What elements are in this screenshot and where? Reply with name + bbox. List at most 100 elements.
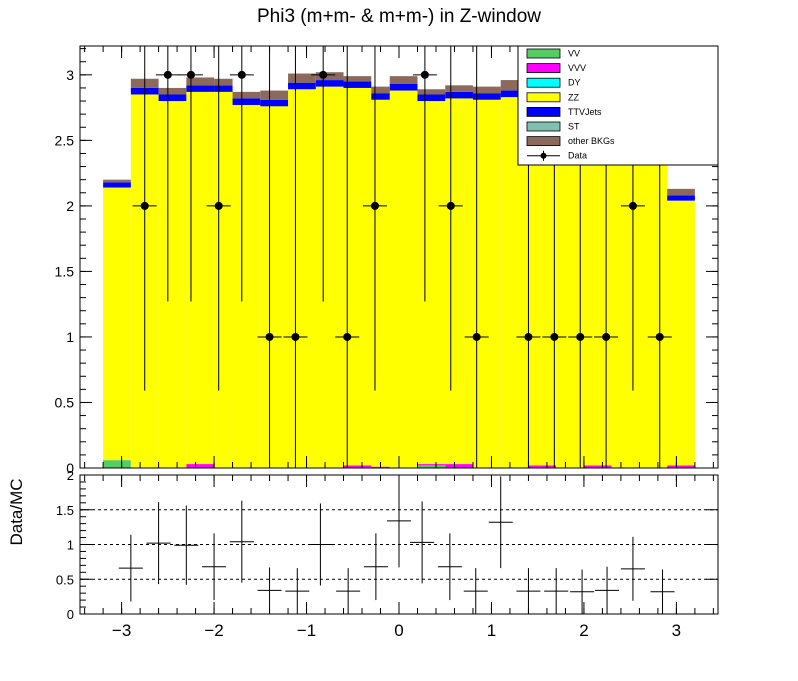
hist-bar-ttvjets — [103, 182, 131, 188]
hist-bar-vv — [103, 460, 131, 468]
legend-label: VVV — [568, 63, 586, 73]
hist-bar-other-bkgs — [315, 72, 344, 81]
ratio-y-tick-label: 1 — [67, 538, 74, 553]
y-tick-label: 2 — [66, 198, 74, 214]
data-point — [186, 70, 195, 79]
x-tick-label: −1 — [297, 621, 316, 640]
legend-label: other BKGs — [568, 136, 615, 146]
hist-bar-zz — [371, 99, 390, 467]
data-point — [343, 332, 352, 341]
legend-label: DY — [568, 78, 581, 88]
hist-bar-zz — [288, 89, 316, 468]
hist-bar-vv — [417, 465, 446, 468]
hist-bar-other-bkgs — [389, 76, 418, 85]
hist-bar-vvv — [667, 465, 695, 468]
data-point — [214, 201, 223, 210]
hist-bar-ttvjets — [472, 93, 501, 100]
legend-label: VV — [568, 49, 580, 59]
data-point — [655, 332, 664, 341]
ratio-y-tick-label: 0 — [67, 607, 74, 622]
hist-bar-ttvjets — [186, 85, 215, 92]
data-point — [140, 201, 149, 210]
hist-bar-zz — [667, 200, 695, 466]
y-tick-label: 3 — [66, 67, 74, 83]
hist-bar-zz — [260, 106, 289, 469]
x-tick-label: 2 — [579, 621, 588, 640]
hist-bar-ttvjets — [315, 80, 344, 87]
chart-title: Phi3 (m+m- & m+m-) in Z-window — [257, 6, 541, 27]
hist-bar-ttvjets — [445, 91, 473, 99]
hist-bar-zz — [343, 87, 372, 466]
y-tick-label: 2.5 — [55, 132, 75, 148]
data-point — [576, 332, 585, 341]
hist-bar-ttvjets — [260, 99, 289, 107]
data-point — [420, 70, 429, 79]
legend-marker — [540, 152, 547, 159]
legend-label: TTVJets — [568, 107, 602, 117]
legend-swatch — [526, 48, 561, 59]
ratio-y-tick-label: 0.5 — [56, 572, 74, 587]
hist-bar-other-bkgs — [103, 179, 131, 183]
hist-bar-ttvjets — [500, 90, 529, 98]
data-point — [550, 332, 559, 341]
hist-bar-other-bkgs — [214, 78, 233, 86]
hist-bar-zz — [445, 98, 473, 465]
data-point — [524, 332, 533, 341]
data-point — [628, 201, 637, 210]
data-point — [472, 332, 481, 341]
data-point — [291, 332, 300, 341]
hist-bar-ttvjets — [371, 93, 390, 100]
data-point — [319, 70, 328, 79]
hist-bar-zz — [158, 101, 187, 468]
ratio-plot-area: 0 0.5 1 1.5 2 −3 −2 −1 0 1 2 3 — [56, 468, 719, 640]
hist-bar-other-bkgs — [472, 86, 501, 94]
hist-bar-ttvjets — [214, 85, 233, 92]
legend-label: ZZ — [568, 92, 579, 102]
x-tick-label: 3 — [672, 621, 681, 640]
legend-label: ST — [568, 122, 580, 132]
hist-bar-other-bkgs — [158, 87, 187, 95]
legend-swatch — [526, 77, 561, 88]
hist-bar-ttvjets — [232, 98, 261, 105]
legend-swatch — [526, 107, 561, 117]
hist-bar-zz — [232, 104, 261, 468]
hist-bar-other-bkgs — [343, 76, 372, 82]
ratio-y-tick-label: 1.5 — [56, 503, 74, 518]
hist-bar-vvv — [343, 465, 372, 468]
hist-bar-vvv — [528, 465, 557, 468]
legend-swatch — [526, 121, 561, 132]
x-tick-label: −3 — [112, 621, 131, 640]
hist-bar-other-bkgs — [186, 77, 215, 86]
hist-bar-zz — [214, 91, 233, 468]
hist-bar-vvv — [417, 464, 446, 466]
data-point — [237, 70, 246, 79]
hist-bar-other-bkgs — [232, 91, 261, 99]
hist-bar-vvv — [186, 464, 215, 468]
ratio-y-tick-label: 2 — [67, 468, 74, 483]
hist-bar-other-bkgs — [445, 85, 473, 92]
legend-swatch — [526, 92, 561, 103]
y-tick-label: 1 — [66, 329, 74, 345]
data-point — [265, 332, 274, 341]
hist-bar-ttvjets — [288, 82, 316, 90]
x-tick-label: 1 — [487, 621, 496, 640]
y-tick-label: 0 — [66, 460, 74, 476]
hist-bar-vvv — [445, 464, 473, 468]
hist-bar-other-bkgs — [667, 188, 695, 196]
hist-bar-ttvjets — [158, 94, 187, 102]
hist-bar-vvv — [583, 465, 612, 468]
hist-bar-ttvjets — [389, 84, 418, 91]
hist-bar-zz — [103, 187, 131, 461]
data-point — [370, 201, 379, 210]
hist-bar-zz — [389, 90, 418, 468]
hist-bar-ttvjets — [417, 94, 446, 102]
hist-bar-other-bkgs — [500, 80, 529, 91]
y-tick-label: 1.5 — [55, 263, 75, 279]
ratio-y-axis-label: Data/MC — [7, 478, 26, 545]
hist-bar-other-bkgs — [288, 73, 316, 83]
legend-swatch — [526, 136, 561, 147]
hist-bar-zz — [472, 99, 501, 469]
x-tick-label: 0 — [394, 621, 403, 640]
